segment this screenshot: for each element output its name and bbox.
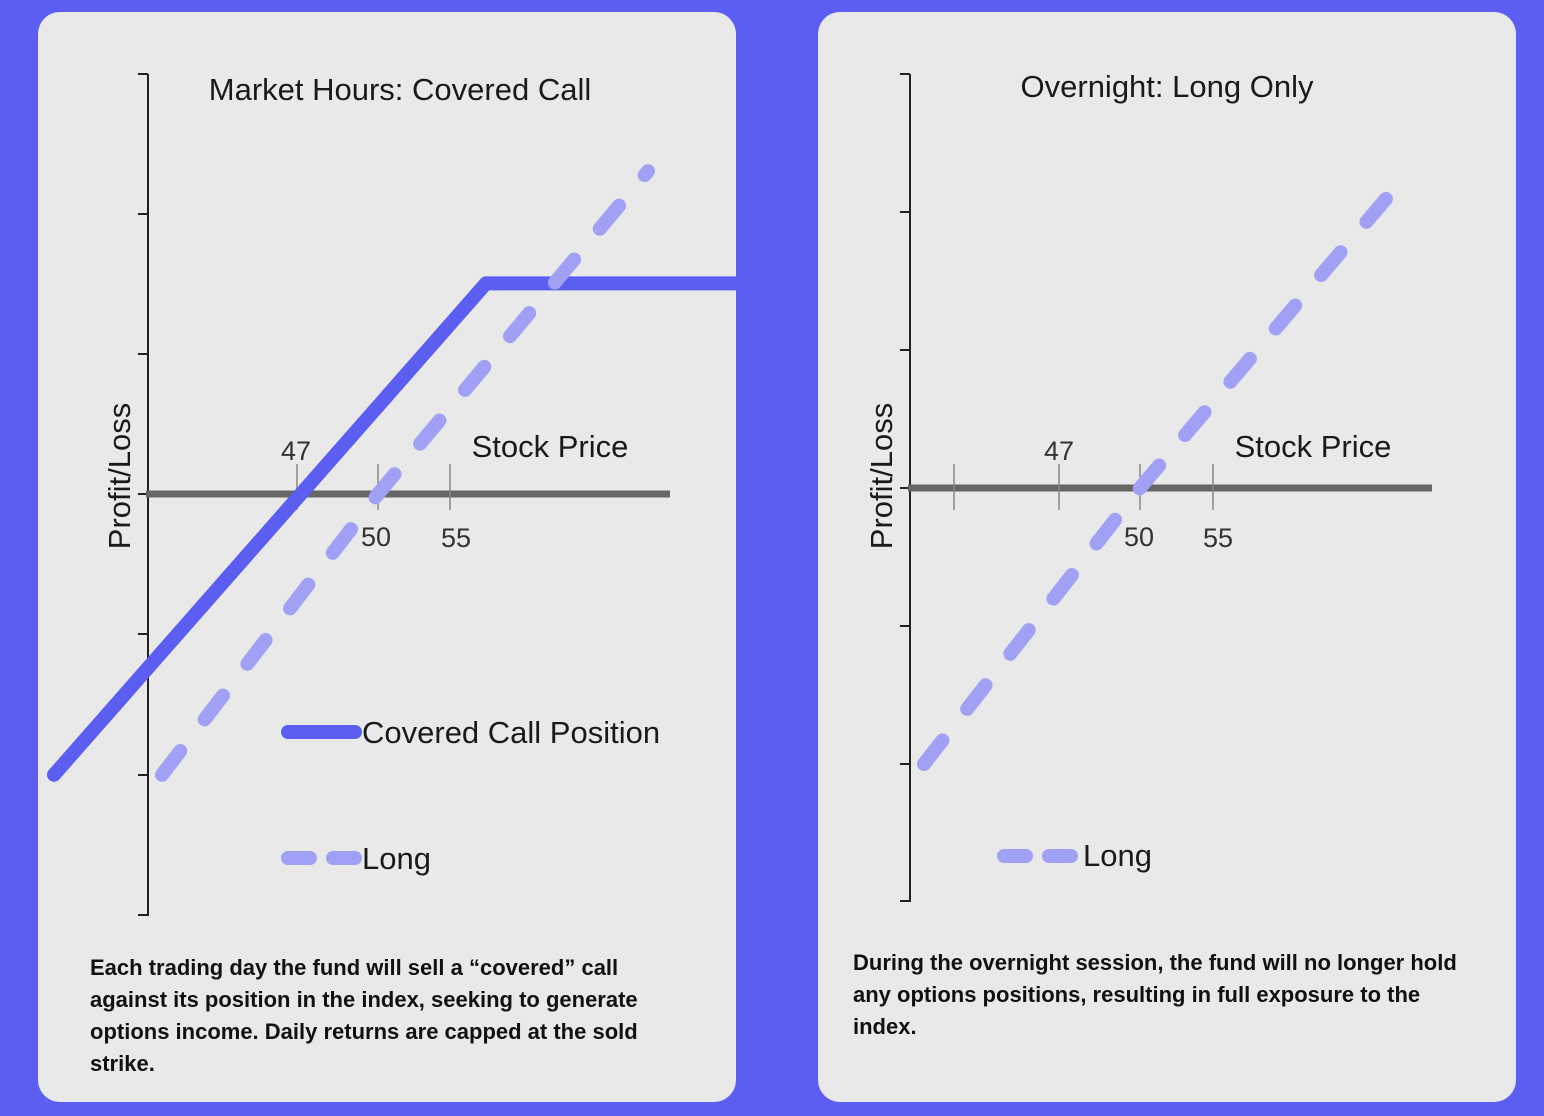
y-axis-label: Profit/Loss — [102, 403, 137, 549]
legend-label-covered-call: Covered Call Position — [362, 715, 660, 750]
covered-call-chart: Market Hours: Covered Call Stock Price P… — [47, 72, 736, 916]
x-tick-label-55: 55 — [1203, 523, 1233, 553]
chart-caption: Each trading day the fund will sell a “c… — [90, 955, 638, 1076]
series-line-long — [917, 163, 1417, 771]
long-only-chart: Overnight: Long Only Stock Price Profit/… — [864, 69, 1432, 902]
series-line-long — [155, 164, 655, 782]
legend-label-long: Long — [1083, 838, 1152, 873]
x-tick-label-55: 55 — [441, 523, 471, 553]
chart-card-market-hours: Market Hours: Covered Call Stock Price P… — [38, 12, 736, 1102]
y-axis-ticks — [900, 73, 910, 902]
x-axis-label: Stock Price — [472, 429, 629, 464]
chart-card-overnight: Overnight: Long Only Stock Price Profit/… — [818, 12, 1516, 1102]
y-axis-label: Profit/Loss — [864, 403, 899, 549]
x-tick-label-47: 47 — [281, 436, 311, 466]
chart-title: Market Hours: Covered Call — [209, 72, 591, 107]
x-tick-label-50: 50 — [1124, 522, 1154, 552]
series-line-covered-call — [47, 276, 736, 782]
legend-label-long: Long — [362, 841, 431, 876]
x-tick-label-50: 50 — [361, 522, 391, 552]
x-axis-label: Stock Price — [1235, 429, 1392, 464]
chart-title: Overnight: Long Only — [1021, 69, 1314, 104]
chart-caption: During the overnight session, the fund w… — [853, 950, 1457, 1039]
x-tick-label-47: 47 — [1044, 436, 1074, 466]
y-axis-ticks — [138, 73, 148, 916]
